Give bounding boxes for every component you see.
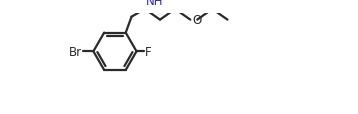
Text: F: F — [145, 45, 151, 58]
Text: NH: NH — [146, 0, 163, 8]
Text: Br: Br — [69, 45, 82, 58]
Text: O: O — [193, 14, 202, 27]
